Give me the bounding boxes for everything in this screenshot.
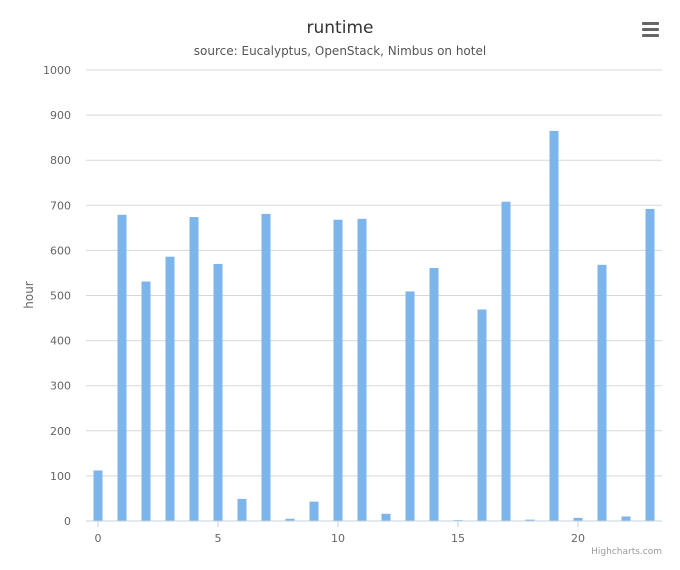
bar[interactable] xyxy=(165,256,175,521)
bar[interactable] xyxy=(237,498,247,521)
bar[interactable] xyxy=(477,309,487,521)
bar[interactable] xyxy=(213,263,223,521)
bar[interactable] xyxy=(525,519,535,521)
bar[interactable] xyxy=(381,513,391,521)
x-tick-label: 20 xyxy=(571,532,585,545)
bar[interactable] xyxy=(93,470,103,521)
y-axis-label: hour xyxy=(22,281,36,309)
hamburger-menu-icon[interactable] xyxy=(638,18,662,40)
x-tick-label: 0 xyxy=(95,532,102,545)
bar[interactable] xyxy=(405,291,415,521)
y-tick-label: 900 xyxy=(50,109,71,122)
menu-bar xyxy=(641,21,659,25)
y-tick-label: 1000 xyxy=(43,64,71,77)
bars xyxy=(93,130,655,521)
y-tick-label: 200 xyxy=(50,425,71,438)
menu-bar xyxy=(641,27,659,31)
bar[interactable] xyxy=(645,208,655,521)
bar[interactable] xyxy=(117,214,127,521)
y-tick-label: 100 xyxy=(50,470,71,483)
chart-subtitle: source: Eucalyptus, OpenStack, Nimbus on… xyxy=(194,44,486,58)
bar[interactable] xyxy=(261,213,271,521)
y-tick-label: 700 xyxy=(50,199,71,212)
credits-link[interactable]: Highcharts.com xyxy=(591,547,662,557)
bar[interactable] xyxy=(597,264,607,521)
chart-title: runtime xyxy=(307,18,374,38)
y-axis-ticks: 0 100 200 300 400 500 600 700 800 900 1000 xyxy=(43,64,71,528)
y-tick-label: 300 xyxy=(50,380,71,393)
bar[interactable] xyxy=(309,501,319,521)
y-tick-label: 500 xyxy=(50,290,71,303)
bar[interactable] xyxy=(141,281,151,521)
bar[interactable] xyxy=(621,516,631,521)
x-tick-label: 15 xyxy=(451,532,465,545)
x-tick-label: 10 xyxy=(331,532,345,545)
bar[interactable] xyxy=(285,518,295,521)
bar[interactable] xyxy=(429,267,439,521)
bar[interactable] xyxy=(573,517,583,521)
y-tick-label: 400 xyxy=(50,335,71,348)
gridlines xyxy=(86,69,662,477)
y-tick-label: 0 xyxy=(64,515,71,528)
x-tick-label: 5 xyxy=(215,532,222,545)
y-tick-label: 600 xyxy=(50,244,71,257)
bar[interactable] xyxy=(357,218,367,521)
y-tick-label: 800 xyxy=(50,154,71,167)
bar[interactable] xyxy=(333,219,343,521)
bar[interactable] xyxy=(189,217,199,521)
menu-bar xyxy=(641,33,659,37)
bar[interactable] xyxy=(549,130,559,521)
x-axis-ticks: 0 5 10 15 20 xyxy=(95,521,585,545)
bar[interactable] xyxy=(501,201,511,521)
